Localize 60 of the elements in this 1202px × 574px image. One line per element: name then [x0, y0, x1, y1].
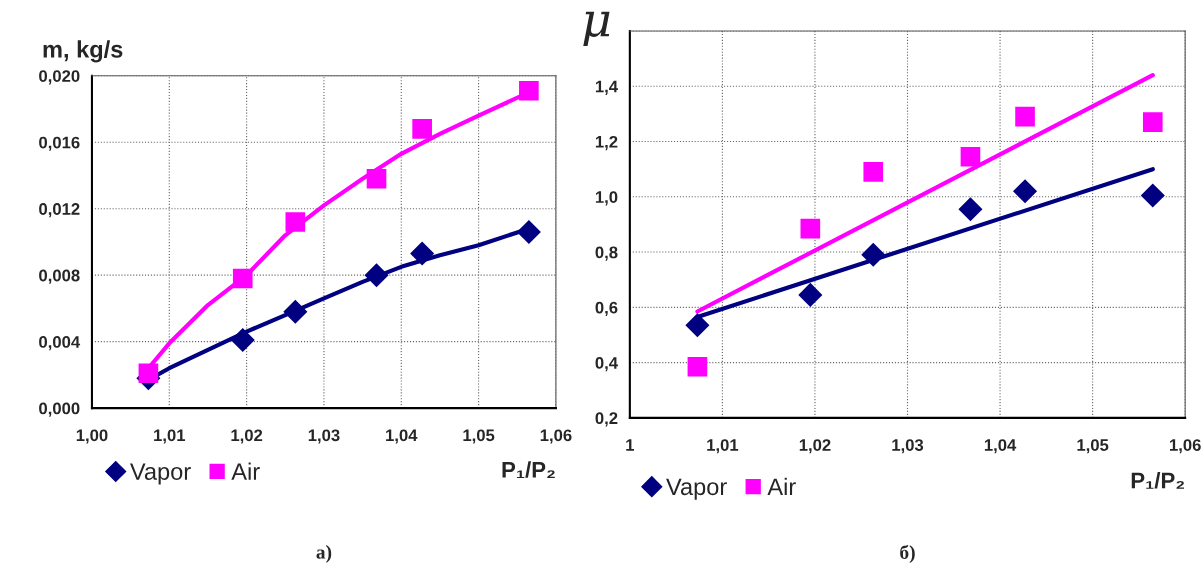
point [1140, 183, 1165, 208]
y-tick-label: 0,008 [39, 269, 80, 284]
legend-label: Air [231, 462, 260, 480]
y-tick-label: 0,004 [39, 336, 81, 351]
point [1013, 179, 1038, 204]
point [687, 356, 708, 377]
x-tick-label: 1 [626, 439, 635, 451]
point [960, 146, 981, 167]
y-tick-label: 0,012 [39, 203, 80, 218]
x-axis-title: P₁/P₂ [502, 461, 555, 479]
legend-label: Air [767, 477, 796, 495]
point [138, 363, 159, 384]
x-axis-title: P₁/P₂ [1131, 472, 1185, 489]
point [863, 162, 884, 182]
x-tick-label: 1,05 [463, 429, 495, 444]
point [861, 242, 886, 267]
x-tick-label: 1,03 [308, 429, 340, 444]
point [685, 313, 710, 338]
y-axis-title: m, kg/s [43, 40, 123, 63]
point [366, 168, 387, 189]
point [1142, 112, 1163, 133]
x-tick-label: 1,06 [1170, 439, 1201, 454]
point [283, 299, 308, 324]
y-tick-label: 0,6 [595, 301, 618, 316]
point [230, 327, 255, 353]
point [232, 268, 253, 289]
y-tick-label: 1,2 [595, 135, 618, 151]
y-tick-label: 0,016 [39, 136, 80, 151]
x-tick-label: 1,02 [799, 439, 831, 454]
x-tick-label: 1,06 [540, 429, 572, 444]
x-tick-label: 1,03 [892, 439, 924, 454]
x-tick-label: 1,01 [154, 429, 186, 444]
x-tick-label: 1,05 [1077, 439, 1109, 454]
point [1015, 106, 1035, 127]
point [798, 282, 823, 307]
x-tick-label: 1,02 [231, 429, 263, 444]
y-axis-title: μ [583, 11, 610, 47]
y-tick-label: 0,2 [595, 412, 618, 427]
legend-label: Vapor [666, 478, 727, 500]
point [285, 212, 306, 232]
x-tick-label: 1,01 [707, 439, 739, 454]
text: а) [316, 545, 332, 563]
y-tick-label: 0,8 [595, 246, 618, 261]
x-tick-label: 1,00 [76, 429, 108, 444]
point [410, 241, 435, 266]
y-tick-label: 0,4 [595, 357, 618, 372]
legend-label: Vapor [130, 463, 191, 485]
y-tick-label: 0,020 [39, 70, 80, 85]
x-tick-label: 1,04 [984, 439, 1017, 454]
y-tick-label: 1,4 [595, 80, 618, 95]
point [958, 197, 983, 222]
point [800, 218, 821, 239]
point [519, 80, 539, 101]
point [516, 219, 541, 244]
point [412, 119, 432, 139]
point [364, 263, 389, 288]
x-tick-label: 1,04 [386, 429, 418, 444]
y-tick-label: 0,000 [39, 402, 80, 417]
y-tick-label: 1,0 [595, 191, 618, 206]
text: б) [900, 544, 915, 563]
